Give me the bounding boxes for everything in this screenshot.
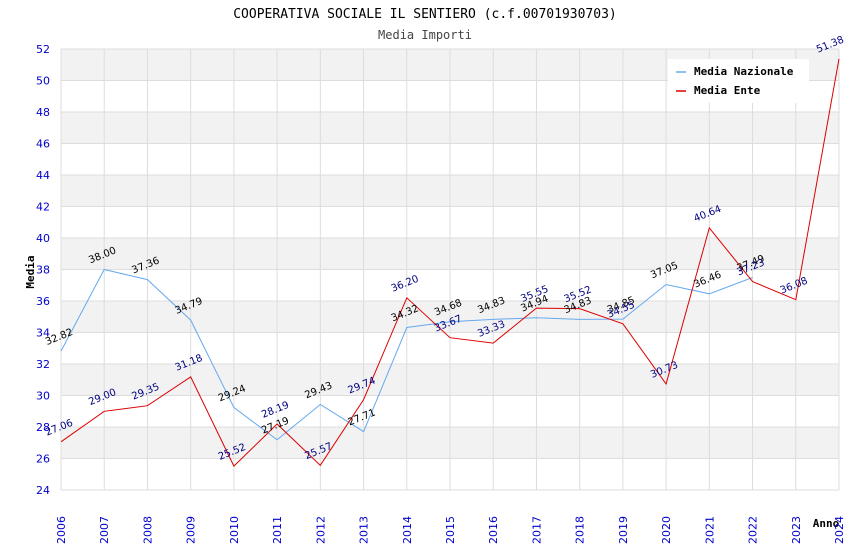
legend-label-nazionale: Media Nazionale xyxy=(694,65,794,78)
x-tick-label: 2008 xyxy=(141,516,154,544)
series-line-nazionale xyxy=(60,268,753,441)
x-tick-label: 2024 xyxy=(833,516,846,544)
y-axis-label: Media xyxy=(24,255,37,288)
data-label-ente: 36.20 xyxy=(390,274,421,295)
y-tick-label: 50 xyxy=(36,75,50,88)
x-tick-label: 2021 xyxy=(703,516,716,544)
x-tick-label: 2011 xyxy=(271,516,284,544)
series-lines xyxy=(60,58,840,467)
data-label-ente: 36.08 xyxy=(779,276,810,297)
y-tick-label: 30 xyxy=(36,390,50,403)
x-tick-label: 2007 xyxy=(98,516,111,544)
x-tick-label: 2015 xyxy=(444,516,457,544)
legend: Media Nazionale Media Ente xyxy=(668,59,809,103)
chart-title: COOPERATIVA SOCIALE IL SENTIERO (c.f.007… xyxy=(233,7,617,22)
y-tick-label: 24 xyxy=(36,484,50,497)
legend-box xyxy=(668,59,809,103)
x-tick-label: 2017 xyxy=(530,516,543,544)
y-tick-label: 26 xyxy=(36,453,50,466)
x-tick-label: 2010 xyxy=(228,516,241,544)
x-tick-label: 2020 xyxy=(660,516,673,544)
y-tick-label: 52 xyxy=(36,43,50,56)
y-tick-label: 32 xyxy=(36,358,50,371)
series-line-ente xyxy=(60,58,840,467)
y-tick-label: 46 xyxy=(36,138,50,151)
x-tick-labels: 2006 2007 2008 2009 2010 2011 2012 2013 2014 2015… xyxy=(55,516,846,544)
y-tick-label: 38 xyxy=(36,264,50,277)
legend-label-ente: Media Ente xyxy=(694,84,761,97)
y-tick-labels: 24 26 28 30 32 34 36 38 40 42 44 46 48 50 52 xyxy=(36,43,50,497)
y-tick-label: 28 xyxy=(36,421,50,434)
x-tick-label: 2023 xyxy=(790,516,803,544)
data-label-nazionale: 27.71 xyxy=(347,407,378,428)
x-tick-label: 2012 xyxy=(314,516,327,544)
y-tick-label: 34 xyxy=(36,327,50,340)
x-tick-label: 2018 xyxy=(574,516,587,544)
x-tick-label: 2009 xyxy=(185,516,198,544)
y-tick-label: 40 xyxy=(36,232,50,245)
y-tick-label: 44 xyxy=(36,169,50,182)
y-tick-label: 42 xyxy=(36,201,50,214)
y-tick-label: 48 xyxy=(36,106,50,119)
x-tick-label: 2006 xyxy=(55,516,68,544)
y-tick-label: 36 xyxy=(36,295,50,308)
gridlines xyxy=(60,48,840,491)
x-tick-label: 2016 xyxy=(487,516,500,544)
chart-subtitle: Media Importi xyxy=(378,28,472,42)
x-axis-label: Anno xyxy=(813,517,840,530)
x-tick-label: 2022 xyxy=(747,516,760,544)
x-tick-label: 2013 xyxy=(358,516,371,544)
x-tick-label: 2019 xyxy=(617,516,630,544)
x-tick-label: 2014 xyxy=(401,516,414,544)
